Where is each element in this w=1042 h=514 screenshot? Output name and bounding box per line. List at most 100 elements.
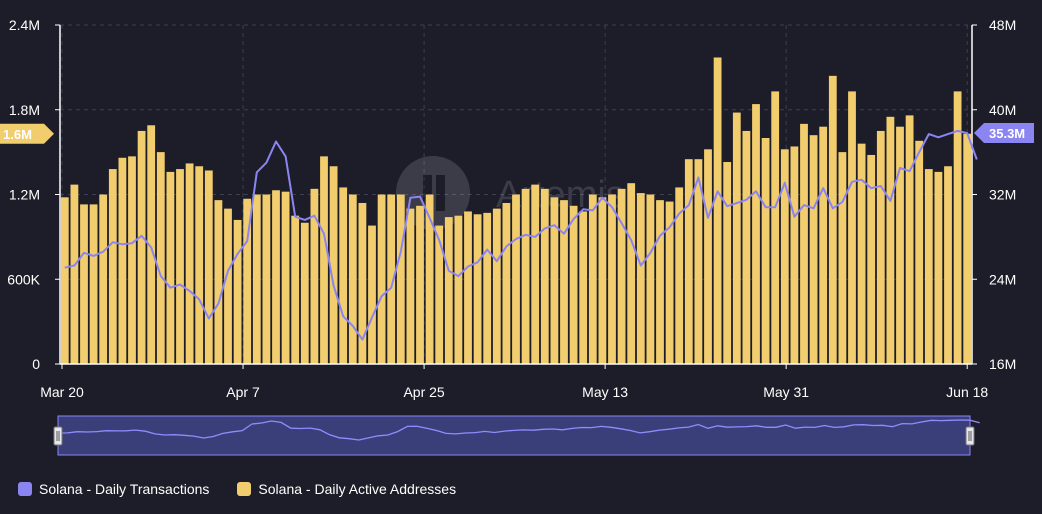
legend-label-transactions: Solana - Daily Transactions <box>39 481 210 497</box>
x-tick-label: Apr 25 <box>403 384 444 400</box>
legend: Solana - Daily Transactions Solana - Dai… <box>18 481 456 497</box>
bar-active-addresses <box>521 188 530 364</box>
bar-active-addresses <box>89 204 98 364</box>
bar-active-addresses <box>617 188 626 364</box>
navigator-line <box>57 419 980 441</box>
bar-active-addresses <box>329 166 338 364</box>
navigator-window <box>57 415 971 456</box>
bar-active-addresses <box>588 194 597 364</box>
bar-active-addresses <box>800 123 808 364</box>
badge-label: 35.3M <box>989 126 1025 141</box>
bar-active-addresses <box>953 91 962 364</box>
bar-active-addresses <box>531 184 540 364</box>
bar-active-addresses <box>60 197 69 364</box>
bar-active-addresses <box>176 169 184 364</box>
legend-item-active-addresses[interactable]: Solana - Daily Active Addresses <box>237 481 456 497</box>
bar-active-addresses <box>272 190 280 364</box>
bar-active-addresses <box>377 194 386 364</box>
bar-active-addresses <box>684 159 693 364</box>
bar-active-addresses <box>204 170 213 364</box>
bar-active-addresses <box>636 193 645 364</box>
legend-swatch-transactions <box>18 482 32 496</box>
bar-active-addresses <box>627 183 636 364</box>
y-left-tick-label: 2.4M <box>9 17 40 33</box>
y-left-tick-label: 0 <box>32 356 40 372</box>
bar-active-addresses <box>512 194 520 364</box>
bar-active-addresses <box>195 166 204 364</box>
bar-active-addresses <box>214 200 223 364</box>
bar-active-addresses <box>185 163 194 364</box>
navigator <box>53 415 980 456</box>
bar-active-addresses <box>819 126 828 364</box>
last-value-badge-transactions: 35.3M <box>974 123 1034 144</box>
bar-active-addresses <box>896 126 904 364</box>
y-left-tick-label: 600K <box>7 271 40 287</box>
bar-active-addresses <box>262 194 271 364</box>
bar-active-addresses <box>492 208 501 364</box>
bar-active-addresses <box>444 217 453 364</box>
bar-active-addresses <box>396 194 405 364</box>
x-tick-label: Apr 7 <box>226 384 260 400</box>
bar-active-addresses <box>368 225 376 364</box>
bar-active-addresses <box>435 225 444 364</box>
bar-active-addresses <box>732 112 741 364</box>
bar-active-addresses <box>713 57 722 365</box>
bar-active-addresses <box>310 188 319 364</box>
bar-active-addresses <box>780 149 789 364</box>
navigator-handle-right[interactable] <box>965 426 975 446</box>
bar-active-addresses <box>243 198 252 364</box>
watermark-icon-cut <box>423 175 432 211</box>
y-right-tick-label: 24M <box>989 271 1016 287</box>
y-right-tick-label: 48M <box>989 17 1016 33</box>
legend-item-transactions[interactable]: Solana - Daily Transactions <box>18 481 209 497</box>
bar-active-addresses <box>99 194 108 364</box>
navigator-handle-left[interactable] <box>53 426 63 446</box>
bar-active-addresses <box>339 187 348 364</box>
y-left-tick-label: 1.2M <box>9 187 40 203</box>
bar-active-addresses <box>704 149 712 364</box>
chart: 0 16M 600K 24M 1.2M 32M 1.8M 40M 2.4M 48M Mar 20 Ap… <box>0 17 1034 456</box>
x-tick-label: Jun 18 <box>946 384 988 400</box>
handle-grip <box>53 426 63 446</box>
bar-active-addresses <box>137 130 146 364</box>
bar-active-addresses <box>944 166 952 364</box>
bar-active-addresses <box>118 157 127 364</box>
watermark-icon-cut <box>436 175 445 211</box>
bar-active-addresses <box>886 116 895 364</box>
x-tick-label: Mar 20 <box>40 384 84 400</box>
bar-active-addresses <box>608 194 616 364</box>
bar-active-addresses <box>915 140 924 364</box>
bar-active-addresses <box>838 152 847 364</box>
bar-active-addresses <box>905 115 914 365</box>
bar-active-addresses <box>560 200 568 364</box>
bar-active-addresses <box>646 194 655 364</box>
bar-active-addresses <box>876 130 885 364</box>
bar-active-addresses <box>857 143 866 364</box>
bar-active-addresses <box>809 135 818 364</box>
bar-active-addresses <box>924 169 933 364</box>
bar-active-addresses <box>464 211 472 364</box>
bar-active-addresses <box>320 156 328 364</box>
bar-active-addresses <box>473 214 482 364</box>
bar-active-addresses <box>790 146 799 364</box>
handle-grip <box>965 426 975 446</box>
bar-active-addresses <box>300 222 309 364</box>
badge-shape <box>0 123 54 144</box>
bar-active-addresses <box>723 162 732 364</box>
bar-active-addresses <box>828 75 837 364</box>
bar-active-addresses <box>598 197 607 364</box>
bar-active-addresses <box>502 202 511 364</box>
bar-active-addresses <box>656 200 664 364</box>
bar-active-addresses <box>540 188 549 364</box>
bar-active-addresses <box>80 204 88 364</box>
y-right-tick-label: 16M <box>989 356 1016 372</box>
badge-label: 1.6M <box>3 127 32 142</box>
bar-active-addresses <box>867 154 876 364</box>
last-value-badge-active-addresses: 1.6M <box>0 123 54 144</box>
bar-active-addresses <box>425 194 434 364</box>
bar-active-addresses <box>166 171 175 364</box>
bar-active-addresses <box>761 138 770 364</box>
bar-active-addresses <box>550 197 559 364</box>
bar-active-addresses <box>963 133 972 364</box>
bar-active-addresses <box>569 205 578 364</box>
